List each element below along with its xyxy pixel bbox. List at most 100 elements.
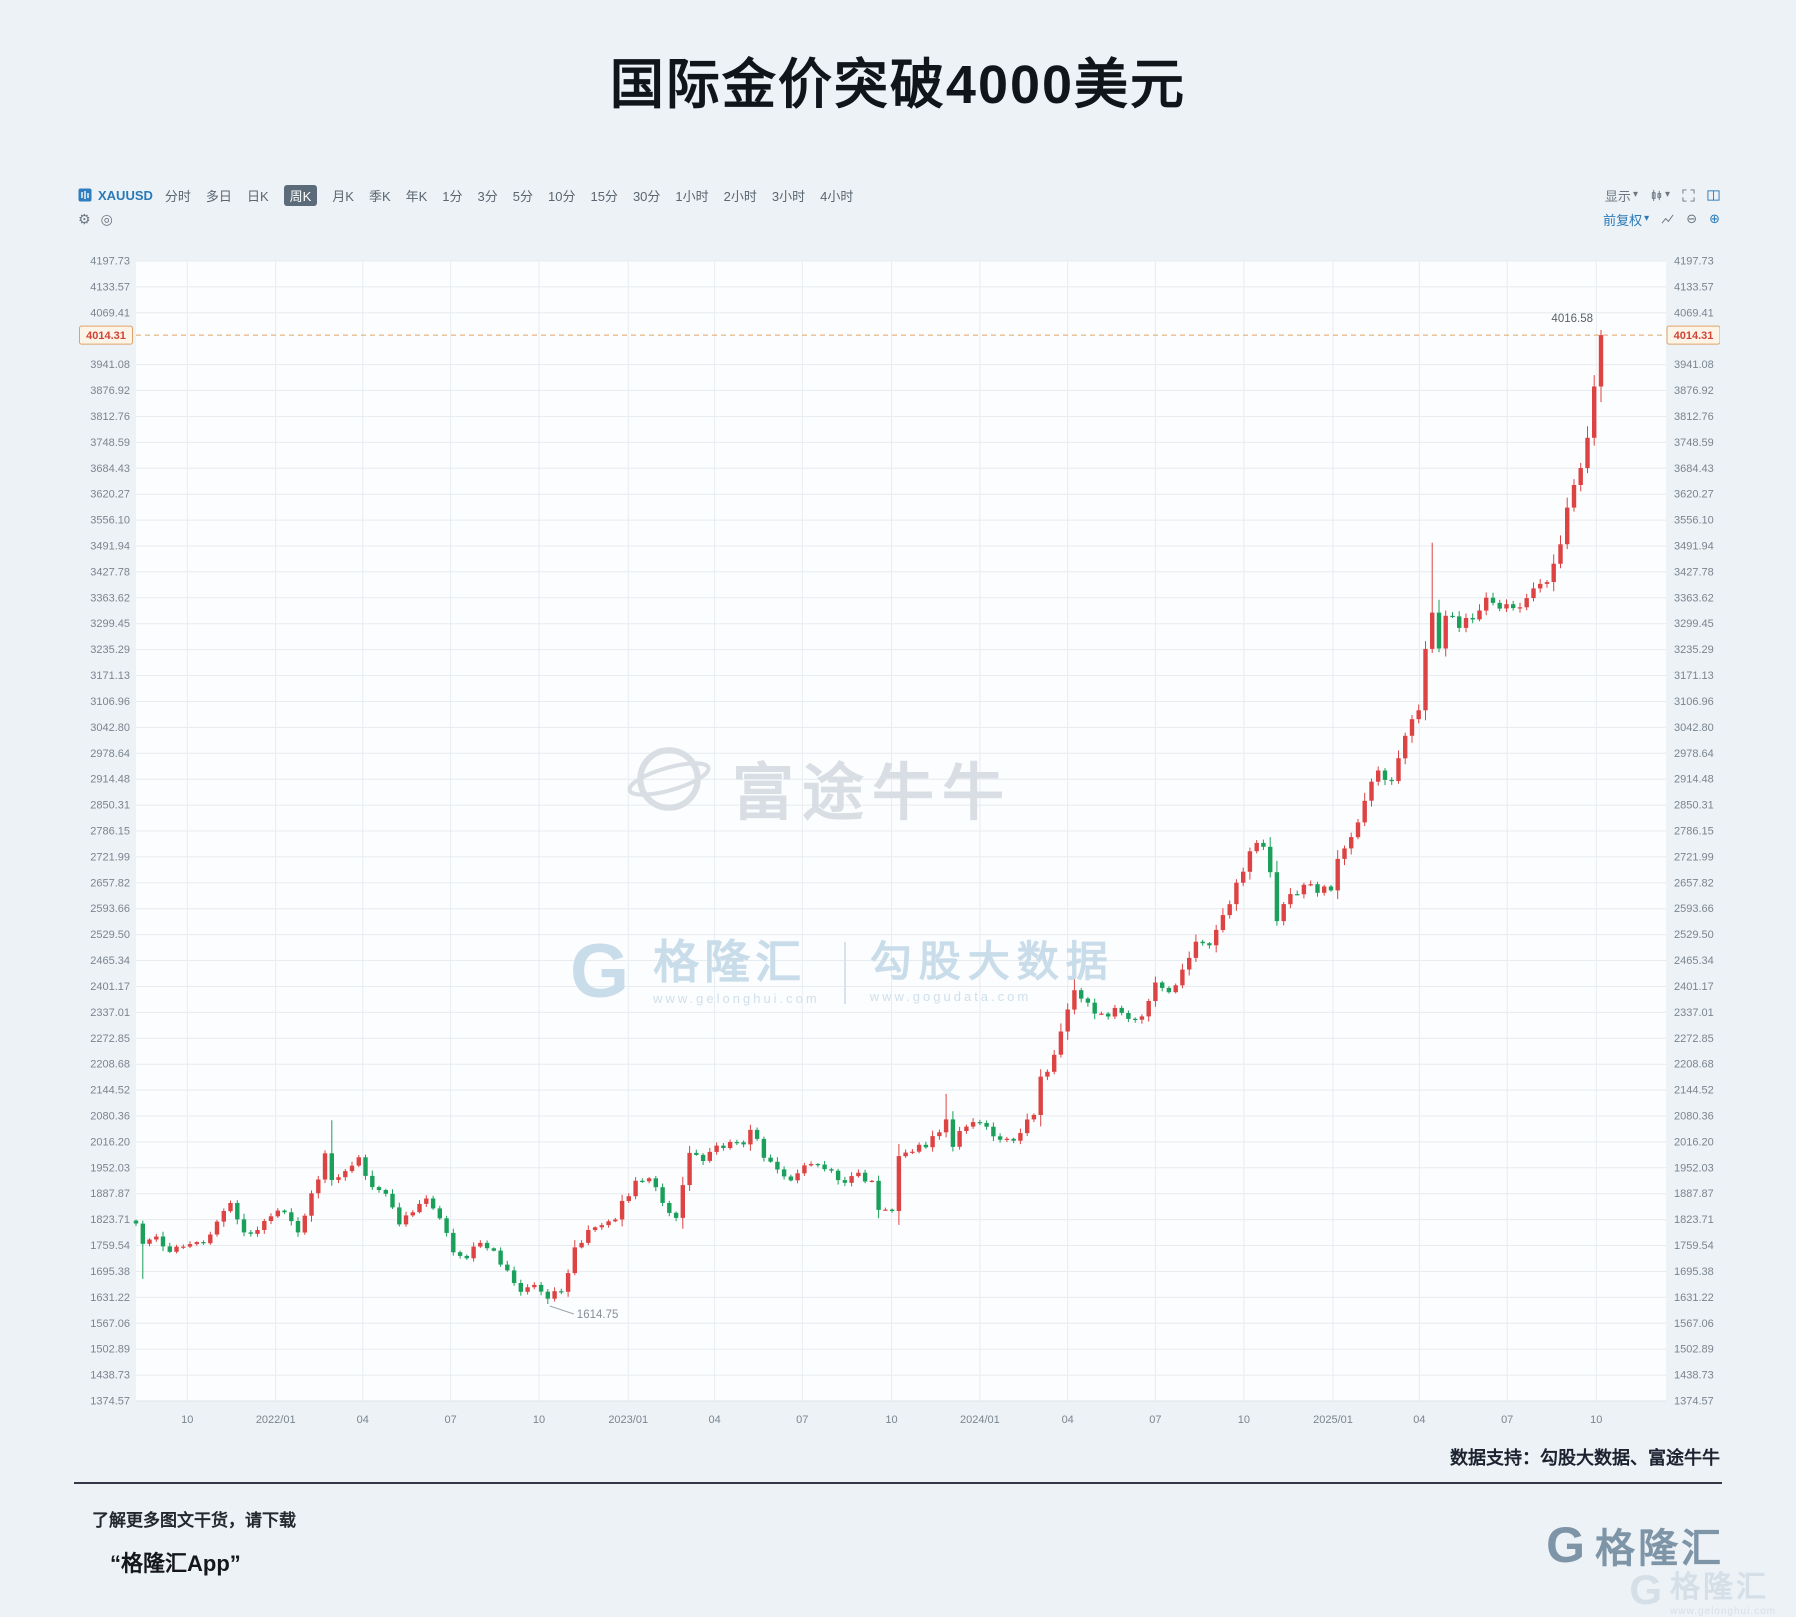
period-tab-0[interactable]: 分时 [164,188,191,204]
data-support-text: 数据支持：勾股大数据、富途牛牛 [1450,1448,1720,1468]
svg-text:2529.50: 2529.50 [90,929,130,941]
svg-text:4133.57: 4133.57 [90,281,130,293]
svg-text:2208.68: 2208.68 [90,1059,130,1071]
svg-text:2850.31: 2850.31 [90,800,130,812]
svg-text:10: 10 [885,1414,897,1426]
toolbar-right-controls: 显示 ▾ ▾ [1605,186,1720,205]
gelonghui-ghost-url: www.gelonghui.com [1670,1606,1776,1617]
period-tab-7[interactable]: 1分 [442,188,463,204]
display-dropdown[interactable]: 显示 ▾ [1605,186,1638,205]
svg-text:3748.59: 3748.59 [90,437,130,449]
period-tab-16[interactable]: 4小时 [820,188,854,204]
svg-text:1759.54: 1759.54 [90,1240,130,1252]
crosshair-icon[interactable]: ◎ [100,210,113,227]
svg-text:2786.15: 2786.15 [90,826,130,838]
svg-text:3941.08: 3941.08 [1674,359,1714,371]
period-tab-8[interactable]: 3分 [477,188,498,204]
svg-text:4069.41: 4069.41 [90,307,130,319]
svg-text:3235.29: 3235.29 [90,644,130,656]
svg-text:2208.68: 2208.68 [1674,1059,1714,1071]
svg-text:07: 07 [1149,1414,1161,1426]
gelonghui-logo-watermark: G 格隆汇 www.gelonghui.com [1629,1562,1776,1617]
svg-text:2401.17: 2401.17 [1674,981,1714,993]
period-tab-11[interactable]: 15分 [590,188,618,204]
period-tab-5[interactable]: 季K [368,188,391,204]
svg-text:1502.89: 1502.89 [1674,1344,1714,1356]
svg-text:2080.36: 2080.36 [1674,1111,1714,1123]
svg-text:10: 10 [1238,1414,1250,1426]
plot-area: 4197.73 4197.73 4133.57 4133.57 4069.41 4069.… [78,231,1720,1431]
chevron-down-icon: ▾ [1632,189,1638,200]
svg-text:2025/01: 2025/01 [1313,1414,1353,1426]
svg-text:1887.87: 1887.87 [90,1188,130,1200]
svg-text:3106.96: 3106.96 [1674,696,1714,708]
svg-text:2024/01: 2024/01 [960,1414,1000,1426]
svg-text:3748.59: 3748.59 [1674,437,1714,449]
symbol-label[interactable]: XAUUSD [98,187,153,203]
period-tab-2[interactable]: 日K [246,188,269,204]
svg-text:2850.31: 2850.31 [1674,800,1714,812]
svg-text:4197.73: 4197.73 [1674,256,1714,268]
svg-text:2786.15: 2786.15 [1674,826,1714,838]
svg-text:04: 04 [357,1414,369,1426]
chart-widget: XAUUSD 分时 多日 日K 周K 月K 季K 年K 1分 3分 5分 10分 15分 30分 1小时 2… [78,183,1720,1435]
gelonghui-logo: G 格隆汇 [1546,1516,1724,1574]
svg-text:1567.06: 1567.06 [1674,1318,1714,1330]
period-tab-13[interactable]: 1小时 [675,188,709,204]
svg-text:2914.48: 2914.48 [90,774,130,786]
svg-text:1952.03: 1952.03 [90,1162,130,1174]
indicator-icon[interactable] [1661,213,1674,226]
period-tabs: 分时 多日 日K 周K 月K 季K 年K 1分 3分 5分 10分 15分 30分 1小时 2小时 3小时 4小… [164,184,854,206]
period-tab-12[interactable]: 30分 [632,188,661,204]
svg-text:1374.57: 1374.57 [1674,1396,1714,1408]
footer-line1: 了解更多图文干货，请下载 [92,1511,296,1530]
fullscreen-icon[interactable] [1682,188,1695,202]
footer-divider [74,1482,1722,1484]
svg-text:3620.27: 3620.27 [1674,489,1714,501]
settings-gear-icon[interactable]: ⚙ [78,210,91,227]
period-tab-1[interactable]: 多日 [205,188,232,204]
split-view-icon[interactable] [1707,189,1720,202]
period-tab-6[interactable]: 年K [405,188,428,204]
svg-text:3876.92: 3876.92 [90,385,130,397]
svg-text:3941.08: 3941.08 [90,359,130,371]
period-tab-3[interactable]: 周K [283,184,318,206]
period-tab-9[interactable]: 5分 [512,188,533,204]
svg-text:2593.66: 2593.66 [1674,903,1714,915]
svg-text:1374.57: 1374.57 [90,1396,130,1408]
gelonghui-ghost-text: 格隆汇 [1670,1571,1770,1604]
period-tab-15[interactable]: 3小时 [771,188,806,204]
svg-text:3363.62: 3363.62 [90,592,130,604]
period-tab-14[interactable]: 2小时 [723,188,757,204]
svg-text:1695.38: 1695.38 [90,1266,130,1278]
svg-text:2272.85: 2272.85 [1674,1033,1714,1045]
svg-text:2016.20: 2016.20 [90,1136,130,1148]
svg-text:3684.43: 3684.43 [90,463,130,475]
svg-text:4069.41: 4069.41 [1674,307,1714,319]
svg-text:07: 07 [1501,1414,1513,1426]
svg-text:2337.01: 2337.01 [1674,1007,1714,1019]
zoom-in-icon[interactable]: ⊕ [1709,211,1720,226]
svg-text:1695.38: 1695.38 [1674,1266,1714,1278]
svg-text:3620.27: 3620.27 [90,489,130,501]
period-tab-10[interactable]: 10分 [548,188,576,204]
chevron-down-icon: ▾ [1664,189,1670,200]
svg-text:3556.10: 3556.10 [90,515,130,527]
svg-text:3042.80: 3042.80 [90,722,130,734]
adjustment-dropdown[interactable]: 前复权 ▾ [1603,210,1649,229]
svg-text:4014.31: 4014.31 [1674,330,1714,342]
svg-text:2465.34: 2465.34 [1674,955,1714,967]
chart-style-dropdown[interactable]: ▾ [1650,189,1670,202]
svg-text:2016.20: 2016.20 [1674,1136,1714,1148]
gelonghui-ghost-g-icon: G [1629,1565,1663,1613]
svg-text:1614.75: 1614.75 [577,1309,619,1321]
candlestick-chart[interactable]: 4197.73 4197.73 4133.57 4133.57 4069.41 4069.… [78,231,1720,1431]
svg-text:4197.73: 4197.73 [90,256,130,268]
svg-text:2023/01: 2023/01 [608,1414,648,1426]
period-tab-4[interactable]: 月K [332,188,354,204]
svg-text:07: 07 [444,1414,456,1426]
svg-text:3171.13: 3171.13 [90,670,130,682]
zoom-out-icon[interactable]: ⊖ [1686,211,1698,226]
svg-text:04: 04 [1062,1414,1074,1426]
svg-text:2022/01: 2022/01 [256,1414,296,1426]
